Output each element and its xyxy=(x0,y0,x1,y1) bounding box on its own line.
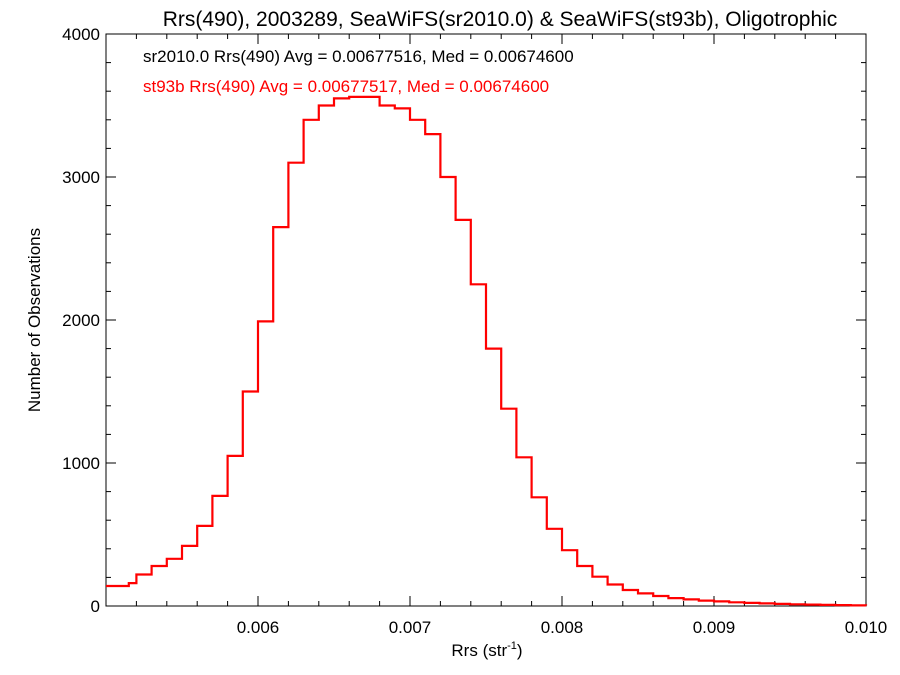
y-tick-label: 3000 xyxy=(62,168,100,187)
y-tick-label: 4000 xyxy=(62,25,100,44)
x-tick-label: 0.008 xyxy=(541,618,584,637)
x-axis-label-superscript: -1 xyxy=(507,640,517,652)
series-line-0 xyxy=(106,95,868,607)
axis-ticks xyxy=(106,33,867,607)
x-tick-label: 0.006 xyxy=(237,618,280,637)
y-tick-label: 2000 xyxy=(62,311,100,330)
x-axis-label-main: Rrs (str xyxy=(451,641,507,660)
y-tick-labels: 0 1000 2000 3000 4000 xyxy=(62,25,100,616)
chart-title: Rrs(490), 2003289, SeaWiFS(sr2010.0) & S… xyxy=(163,8,838,31)
x-axis-label: Rrs (str-1) xyxy=(451,640,522,660)
y-tick-label: 0 xyxy=(91,597,100,616)
x-tick-label: 0.007 xyxy=(389,618,432,637)
y-axis-label: Number of Observations xyxy=(25,228,44,412)
annotation-sr2010: sr2010.0 Rrs(490) Avg = 0.00677516, Med … xyxy=(143,47,574,66)
y-tick-label: 1000 xyxy=(62,454,100,473)
plot-area xyxy=(105,33,868,607)
x-tick-labels: 0.006 0.007 0.008 0.009 0.010 xyxy=(237,618,888,637)
x-tick-label: 0.010 xyxy=(845,618,888,637)
annotation-st93b: st93b Rrs(490) Avg = 0.00677517, Med = 0… xyxy=(143,77,549,96)
x-tick-label: 0.009 xyxy=(693,618,736,637)
x-axis-label-close: ) xyxy=(517,641,523,660)
series-layer xyxy=(106,95,868,607)
